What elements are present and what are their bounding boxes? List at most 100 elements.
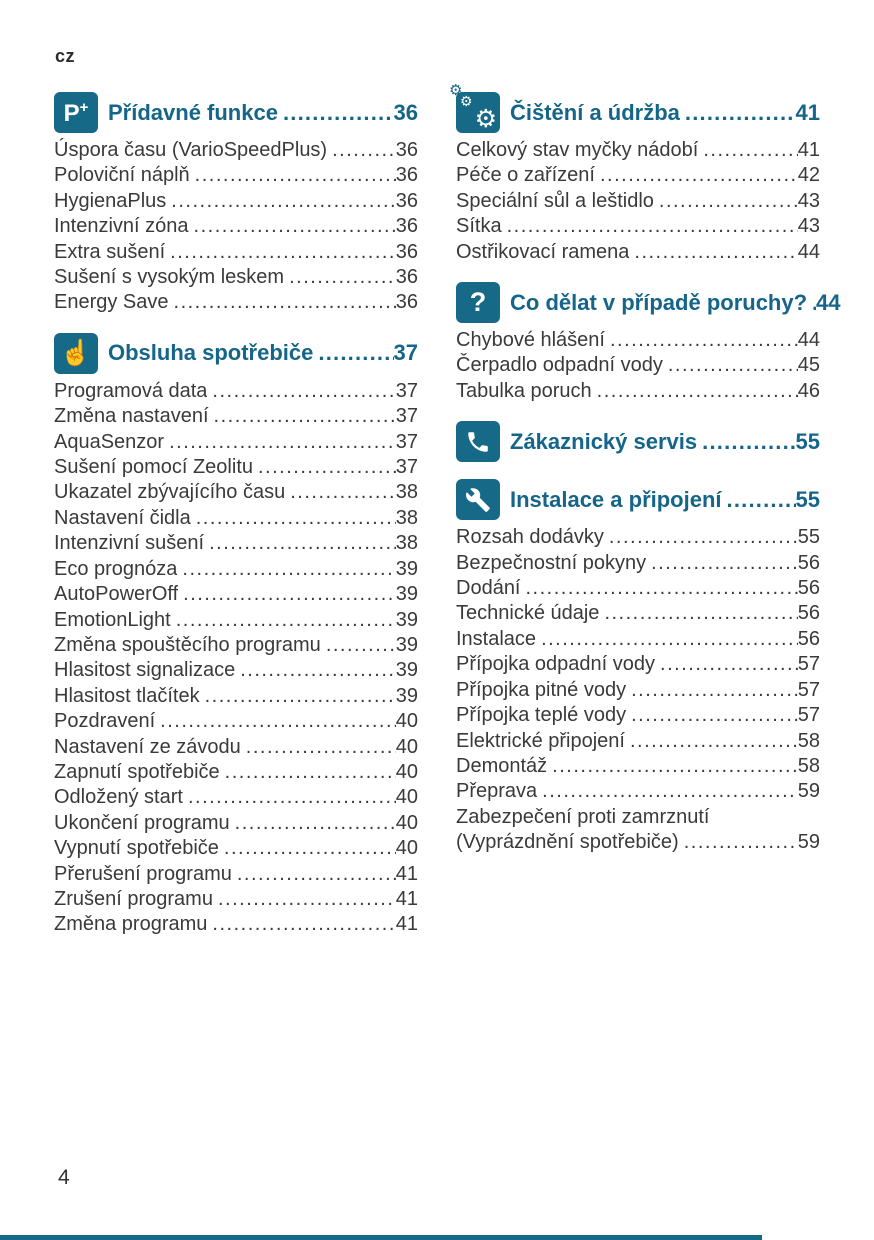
toc-entry-label: Celkový stav myčky nádobí bbox=[456, 139, 699, 161]
toc-entry[interactable]: Odložený start 40 bbox=[54, 785, 418, 810]
section-page-number: 36 bbox=[393, 99, 418, 125]
toc-entry-page-number: 36 bbox=[395, 189, 418, 212]
toc-entry-label: Čerpadlo odpadní vody bbox=[456, 354, 663, 377]
dotted-leader bbox=[680, 100, 796, 126]
toc-entry[interactable]: Celkový stav myčky nádobí 41 bbox=[456, 138, 820, 163]
toc-entry[interactable]: Poloviční náplň 36 bbox=[54, 163, 418, 188]
toc-entry[interactable]: Intenzivní sušení 38 bbox=[54, 531, 418, 556]
toc-section-header-cleaning-maintenance[interactable]: ⚙⚙⚙ Čištění a údržba 41 bbox=[449, 83, 820, 133]
dotted-leader bbox=[679, 830, 798, 855]
toc-entry[interactable]: Nastavení ze závodu 40 bbox=[54, 735, 418, 760]
toc-entry-label: Tabulka poruch bbox=[456, 379, 592, 402]
toc-entry-page-number: 41 bbox=[395, 862, 418, 885]
toc-entry-page-number: 37 bbox=[395, 405, 418, 428]
toc-entry-label: Nastavení ze závodu bbox=[54, 735, 241, 758]
toc-section-operating-appliance: ☝Obsluha spotřebiče37Programová data37Zm… bbox=[54, 332, 418, 938]
toc-entry[interactable]: Bezpečnostní pokyny 56 bbox=[456, 551, 820, 576]
toc-entry-label: Nastavení čidla bbox=[54, 506, 191, 529]
toc-entry[interactable]: HygienaPlus 36 bbox=[54, 189, 418, 214]
toc-entry[interactable]: Vypnutí spotřebiče 40 bbox=[54, 836, 418, 861]
toc-entry[interactable]: Změna nastavení 37 bbox=[54, 404, 418, 429]
toc-entry[interactable]: Péče o zařízení 42 bbox=[456, 163, 820, 188]
toc-entry[interactable]: Pozdravení 40 bbox=[54, 709, 418, 734]
toc-entry-page-number: 45 bbox=[797, 354, 820, 377]
toc-entry-page-number: 39 bbox=[395, 684, 418, 707]
table-of-contents: P+Přídavné funkce36 Úspora času (VarioSpe… bbox=[54, 83, 841, 938]
dotted-leader bbox=[654, 189, 798, 214]
toc-entry-label: Rozsah dodávky bbox=[456, 526, 604, 549]
toc-entry[interactable]: AutoPowerOff 39 bbox=[54, 582, 418, 607]
toc-entry[interactable]: Speciální sůl a leštidlo 43 bbox=[456, 189, 820, 214]
toc-section-customer-service: Zákaznický servis 55 bbox=[456, 421, 820, 463]
toc-entry[interactable]: Hlasitost tlačítek 39 bbox=[54, 684, 418, 709]
toc-entry[interactable]: Sušení pomocí Zeolitu 37 bbox=[54, 455, 418, 480]
toc-entry[interactable]: Elektrické připojení 58 bbox=[456, 729, 820, 754]
toc-entry[interactable]: Nastavení čidla 38 bbox=[54, 506, 418, 531]
toc-entry[interactable]: Energy Save 36 bbox=[54, 290, 418, 315]
toc-entry-page-number: 39 bbox=[395, 633, 418, 656]
p-plus-icon: P+ bbox=[54, 92, 98, 133]
toc-entry[interactable]: Ostřikovací ramena 44 bbox=[456, 240, 820, 265]
toc-entry[interactable]: (Vyprázdnění spotřebiče) 59 bbox=[456, 830, 820, 855]
dotted-leader bbox=[592, 379, 798, 404]
toc-entry[interactable]: Čerpadlo odpadní vody 45 bbox=[456, 353, 820, 378]
toc-section-header-fault-help[interactable]: ? Co dělat v případě poruchy? 44 bbox=[456, 282, 841, 324]
toc-entry-page-number: 37 bbox=[395, 456, 418, 479]
toc-entry[interactable]: Změna programu 41 bbox=[54, 912, 418, 937]
toc-entry[interactable]: Změna spouštěcího programu 39 bbox=[54, 633, 418, 658]
toc-entry[interactable]: Dodání 56 bbox=[456, 576, 820, 601]
phone-icon bbox=[456, 421, 500, 463]
toc-entry[interactable]: Úspora času (VarioSpeedPlus) 36 bbox=[54, 138, 418, 163]
toc-entry[interactable]: Chybové hlášení 44 bbox=[456, 328, 820, 353]
toc-entry-page-number: 44 bbox=[797, 240, 820, 263]
toc-entry-label: Přeprava bbox=[456, 780, 538, 803]
toc-entry-page-number: 57 bbox=[797, 704, 820, 727]
toc-entry[interactable]: Rozsah dodávky 55 bbox=[456, 525, 820, 550]
section-page-number: 55 bbox=[795, 428, 820, 454]
toc-entry[interactable]: AquaSenzor 37 bbox=[54, 430, 418, 455]
toc-entry[interactable]: Ukazatel zbývajícího času 38 bbox=[54, 480, 418, 505]
toc-entry-page-number: 40 bbox=[395, 811, 418, 834]
toc-entry-label: Vypnutí spotřebiče bbox=[54, 837, 219, 860]
toc-entry[interactable]: EmotionLight 39 bbox=[54, 608, 418, 633]
toc-entry[interactable]: Instalace 56 bbox=[456, 627, 820, 652]
toc-entry[interactable]: Přerušení programu 41 bbox=[54, 862, 418, 887]
toc-entry[interactable]: Sušení s vysokým leskem 36 bbox=[54, 265, 418, 290]
toc-entry[interactable]: Extra sušení 36 bbox=[54, 240, 418, 265]
toc-entry-label: Změna spouštěcího programu bbox=[54, 633, 321, 656]
dotted-leader bbox=[646, 551, 798, 576]
toc-entry-label: AquaSenzor bbox=[54, 430, 165, 453]
toc-entry[interactable]: Tabulka poruch 46 bbox=[456, 379, 820, 404]
toc-entry[interactable]: Programová data 37 bbox=[54, 379, 418, 404]
toc-entry-label-line1[interactable]: Zabezpečení proti zamrznutí bbox=[456, 805, 710, 828]
toc-entry[interactable]: Technické údaje 56 bbox=[456, 601, 820, 626]
toc-section-header-customer-service[interactable]: Zákaznický servis 55 bbox=[456, 421, 820, 463]
toc-entry-label: Poloviční náplň bbox=[54, 164, 190, 187]
section-title: Čištění a údržba bbox=[510, 99, 680, 125]
toc-entry[interactable]: Zapnutí spotřebiče 40 bbox=[54, 760, 418, 785]
toc-entry[interactable]: Hlasitost signalizace 39 bbox=[54, 658, 418, 683]
dotted-leader bbox=[207, 379, 395, 404]
toc-entry-label: Demontáž bbox=[456, 754, 548, 777]
toc-entry-label: Dodání bbox=[456, 577, 521, 600]
dotted-leader bbox=[230, 811, 396, 836]
toc-entry[interactable]: Přípojka teplé vody 57 bbox=[456, 703, 820, 728]
toc-entry[interactable]: Eco prognóza 39 bbox=[54, 557, 418, 582]
toc-section-header-operating-appliance[interactable]: ☝ Obsluha spotřebiče 37 bbox=[54, 332, 418, 374]
toc-entry[interactable]: Demontáž 58 bbox=[456, 754, 820, 779]
toc-entry[interactable]: Přeprava 59 bbox=[456, 779, 820, 804]
toc-entry[interactable]: Intenzivní zóna 36 bbox=[54, 214, 418, 239]
hand-press-icon: ☝ bbox=[54, 332, 98, 374]
toc-section-header-additional-functions[interactable]: P+ Přídavné funkce 36 bbox=[54, 92, 418, 133]
toc-entry-page-number: 36 bbox=[395, 139, 418, 161]
toc-entry[interactable]: Sítka 43 bbox=[456, 214, 820, 239]
toc-entry[interactable]: Přípojka pitné vody 57 bbox=[456, 678, 820, 703]
toc-entry[interactable]: Zrušení programu 41 bbox=[54, 887, 418, 912]
toc-entry-label: Přípojka odpadní vody bbox=[456, 653, 656, 676]
toc-entry[interactable]: Přípojka odpadní vody 57 bbox=[456, 652, 820, 677]
toc-entry-label: Hlasitost signalizace bbox=[54, 659, 236, 682]
toc-entry[interactable]: Ukončení programu 40 bbox=[54, 811, 418, 836]
toc-section-header-installation-connection[interactable]: Instalace a připojení 55 bbox=[456, 479, 820, 521]
toc-entry-page-number: 36 bbox=[395, 215, 418, 238]
toc-entry-label: Speciální sůl a leštidlo bbox=[456, 189, 654, 212]
